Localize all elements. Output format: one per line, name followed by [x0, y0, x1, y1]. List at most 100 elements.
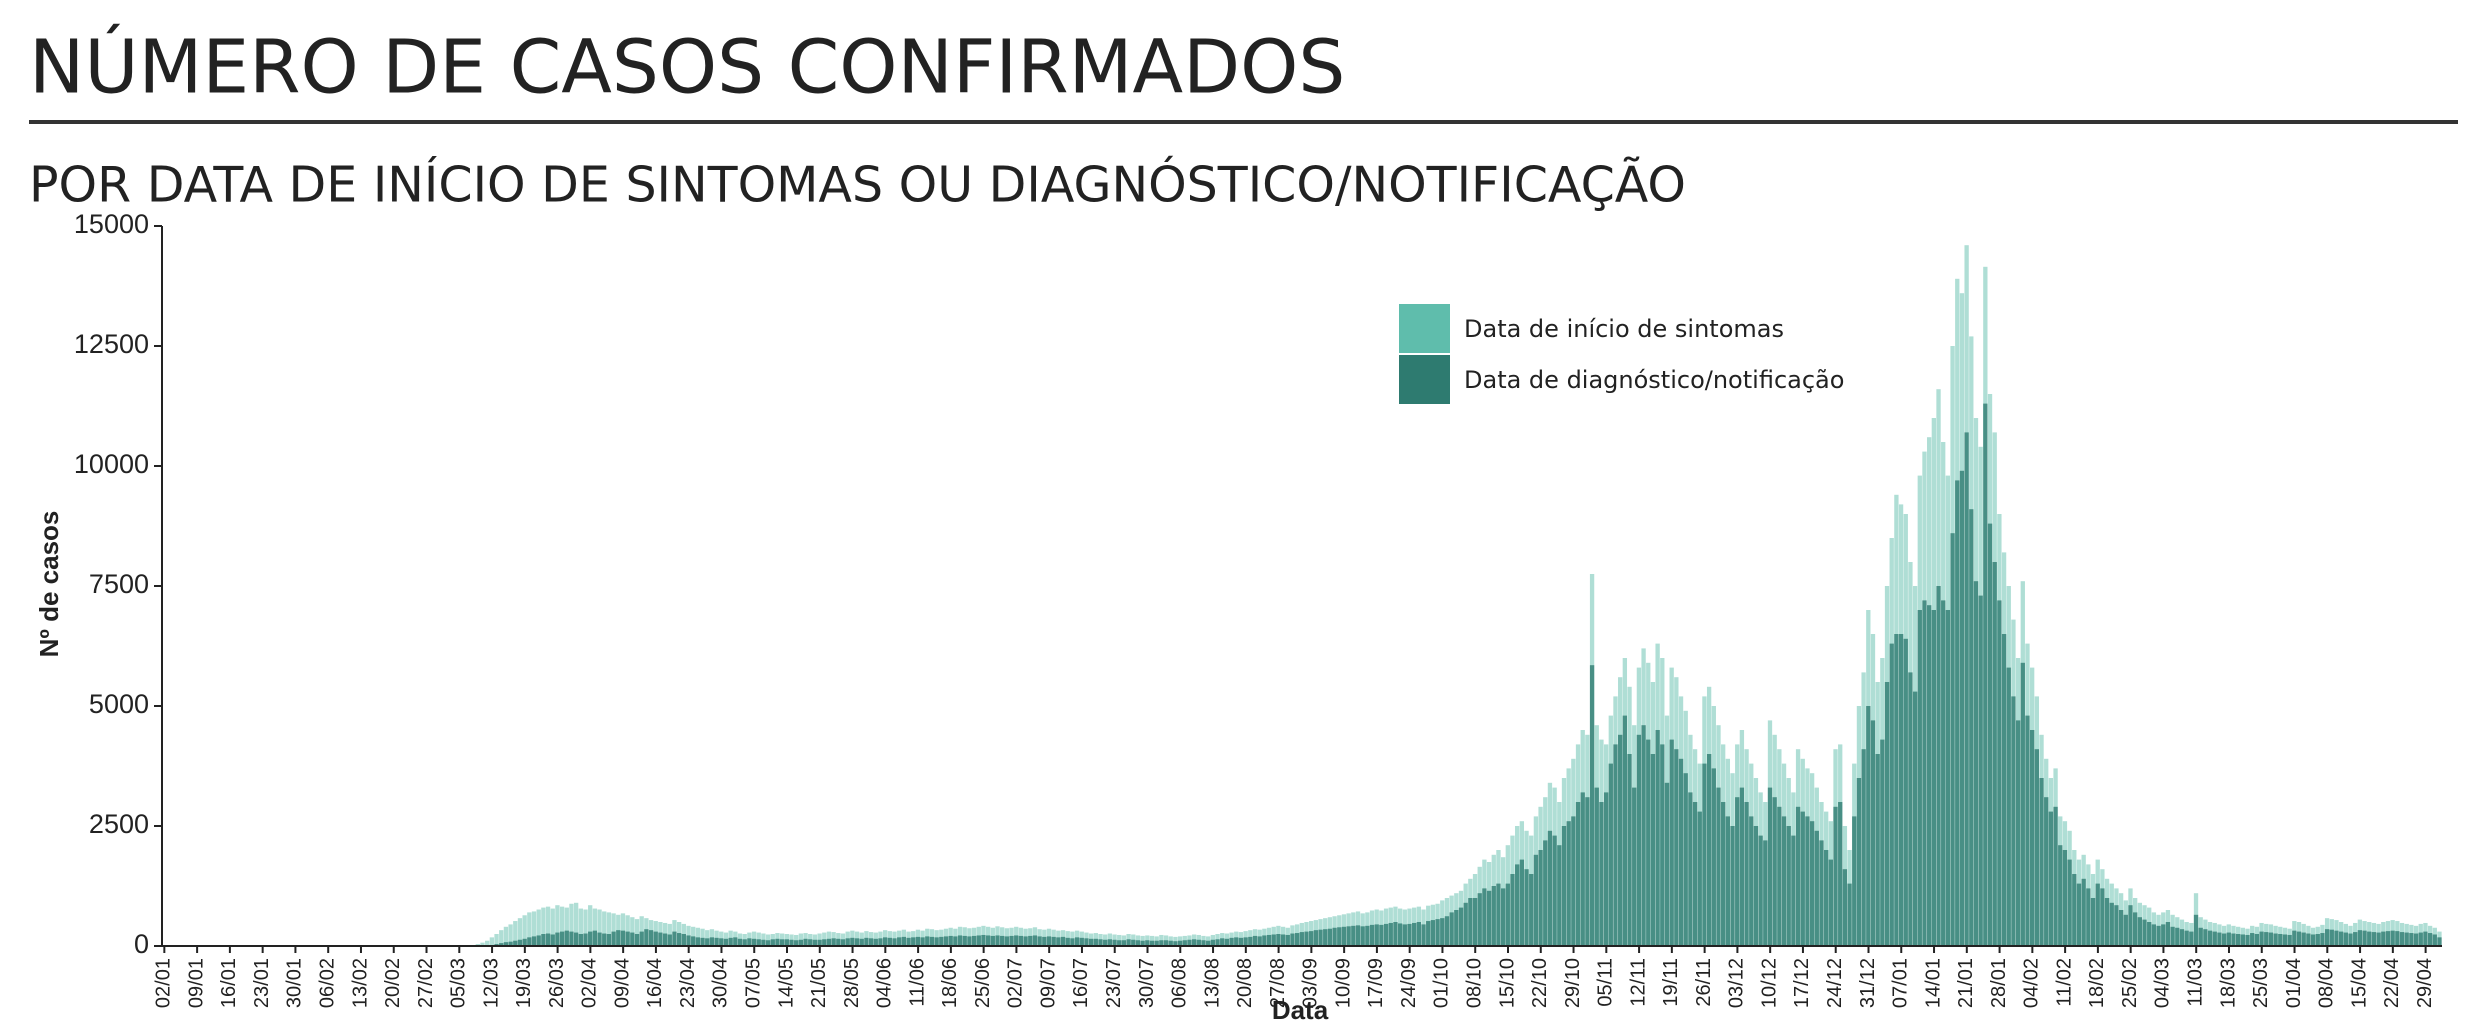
- bar: [592, 930, 598, 946]
- bar: [1023, 936, 1028, 946]
- bar: [1337, 927, 1342, 946]
- bar: [583, 909, 588, 946]
- bar: [1543, 840, 1548, 946]
- x-tick-label: 28/01: [1988, 958, 2010, 1008]
- bar: [700, 937, 705, 946]
- bar: [1149, 940, 1155, 946]
- bar: [634, 934, 640, 946]
- bar: [630, 932, 635, 946]
- bar: [1332, 927, 1337, 946]
- bar: [2053, 806, 2058, 946]
- bar: [1603, 792, 1609, 946]
- bar: [522, 915, 527, 946]
- bar: [545, 906, 551, 946]
- bar: [1735, 797, 1740, 946]
- bar: [817, 939, 822, 946]
- x-tick-label: 02/04: [579, 958, 601, 1008]
- bar: [676, 933, 682, 946]
- bar: [1117, 940, 1122, 946]
- bar: [578, 934, 583, 946]
- bar: [1575, 802, 1581, 946]
- bar: [789, 939, 794, 946]
- bar: [2395, 931, 2400, 946]
- legend-swatch: [1399, 304, 1450, 353]
- x-tick-label: 31/12: [1857, 958, 1879, 1008]
- bar: [868, 938, 874, 946]
- bar: [705, 938, 710, 946]
- bar: [1468, 898, 1473, 946]
- bar: [550, 934, 555, 946]
- bar: [2226, 932, 2231, 946]
- bar: [2371, 932, 2377, 946]
- x-tick-label: 15/10: [1496, 958, 1518, 1008]
- bar: [2273, 933, 2278, 946]
- bar: [1917, 610, 1922, 946]
- bar: [1847, 883, 1852, 946]
- x-tick-label: 26/03: [546, 958, 568, 1008]
- y-tick-label: 2500: [89, 809, 149, 839]
- bar: [901, 936, 907, 946]
- bar: [620, 913, 626, 946]
- bar: [1585, 797, 1590, 946]
- x-tick-label: 04/03: [2152, 958, 2174, 1008]
- bar: [1486, 890, 1492, 946]
- bar: [1814, 830, 1819, 946]
- bar: [695, 937, 701, 946]
- bar: [499, 943, 504, 946]
- x-tick-label: 17/09: [1365, 958, 1387, 1008]
- bar: [859, 938, 864, 946]
- bar: [1725, 816, 1731, 946]
- bar: [2362, 930, 2367, 946]
- bar: [602, 911, 607, 946]
- bar: [588, 931, 593, 946]
- bar: [836, 938, 841, 946]
- x-tick-label: 19/03: [513, 958, 535, 1008]
- bar: [1781, 816, 1787, 946]
- bar: [1692, 802, 1698, 946]
- bar: [1323, 929, 1328, 946]
- bar: [1238, 937, 1244, 946]
- x-tick-label: 08/10: [1464, 958, 1486, 1008]
- x-tick-label: 22/04: [2381, 958, 2403, 1008]
- x-tick-label: 18/06: [939, 958, 961, 1008]
- bar: [2114, 905, 2119, 946]
- bar: [1636, 734, 1642, 946]
- bar: [1262, 935, 1267, 946]
- bar: [2217, 932, 2222, 946]
- bar: [1294, 933, 1300, 946]
- bar: [1201, 940, 1206, 946]
- bar: [850, 937, 855, 946]
- bar: [1664, 782, 1670, 946]
- bar: [2128, 905, 2133, 946]
- bar: [1252, 935, 1258, 946]
- bar: [953, 936, 958, 946]
- bar: [1070, 938, 1075, 946]
- bar: [494, 934, 499, 946]
- x-tick-label: 10/09: [1332, 958, 1354, 1008]
- x-tick-label: 29/10: [1562, 958, 1584, 1008]
- bar: [2109, 902, 2114, 946]
- bar: [1444, 916, 1450, 946]
- bar: [1561, 826, 1567, 946]
- bar: [2245, 934, 2250, 946]
- bar: [705, 930, 710, 946]
- bar: [2264, 932, 2269, 946]
- bar: [1786, 826, 1791, 946]
- bar: [1533, 854, 1539, 946]
- bar: [606, 912, 612, 946]
- bar: [2025, 715, 2030, 946]
- bar: [1135, 940, 1141, 946]
- bar: [1842, 869, 1848, 946]
- bar: [503, 942, 509, 946]
- bar: [995, 935, 1000, 946]
- bar: [1650, 754, 1656, 946]
- x-tick-label: 03/12: [1726, 958, 1748, 1008]
- bar: [588, 905, 593, 946]
- bars: [456, 245, 2442, 947]
- x-tick-label: 20/08: [1234, 958, 1256, 1008]
- bar: [1472, 898, 1478, 946]
- bar: [1618, 734, 1623, 946]
- bar: [939, 936, 944, 946]
- x-tick-label: 13/08: [1201, 958, 1223, 1008]
- y-tick-label: 15000: [74, 209, 149, 239]
